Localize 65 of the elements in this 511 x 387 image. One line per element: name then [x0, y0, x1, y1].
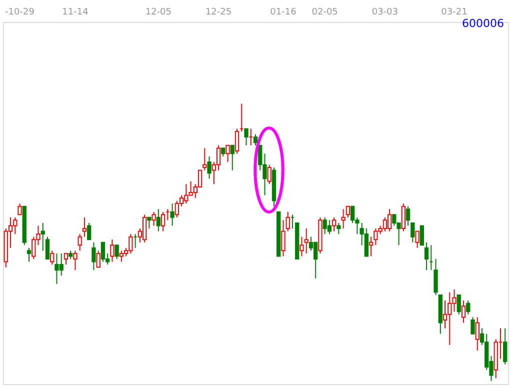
- candlestick: [300, 236, 304, 257]
- candlestick: [475, 316, 480, 351]
- candlestick: [346, 206, 350, 218]
- chart-title: 600006: [462, 17, 504, 30]
- candlestick: [50, 250, 54, 266]
- candlestick: [96, 250, 100, 268]
- candlestick: [281, 220, 286, 257]
- candlestick: [267, 164, 272, 185]
- candlestick: [170, 203, 174, 226]
- candlestick: [442, 300, 448, 329]
- candlestick: [110, 239, 114, 262]
- candlestick: [461, 300, 466, 324]
- candlestick: [327, 220, 332, 235]
- candlestick: [406, 206, 410, 226]
- candlestick: [401, 203, 406, 232]
- candlestick: [286, 211, 290, 232]
- x-tick-label: 12-25: [205, 8, 232, 18]
- candlestick: [368, 236, 374, 257]
- candlestick: [216, 144, 221, 171]
- candlestick: [234, 128, 240, 154]
- candlestick: [336, 222, 341, 235]
- candlestick: [92, 242, 96, 271]
- candlestick: [40, 222, 45, 252]
- x-tick-label: 03-21: [441, 8, 468, 18]
- candlestick: [64, 252, 68, 266]
- candlestick: [503, 328, 508, 365]
- x-tick-label: 12-05: [145, 8, 172, 18]
- candlestick: [424, 242, 429, 271]
- candlestick: [82, 216, 87, 238]
- candlestick: [456, 294, 461, 315]
- candlestick: [332, 216, 336, 232]
- candlestick: [114, 244, 119, 260]
- candlestick: [26, 247, 32, 262]
- candlestick: [147, 216, 152, 229]
- x-tick-label: 02-05: [312, 8, 338, 18]
- candlestick: [470, 316, 475, 334]
- candlestick: [45, 236, 50, 260]
- candlestick: [304, 228, 308, 254]
- candlestick: [341, 208, 346, 229]
- candlestick: [466, 300, 470, 315]
- candlestick: [100, 242, 106, 262]
- candlestick: [152, 211, 156, 226]
- candlestick: [230, 144, 234, 171]
- x-tick-label: -10-29: [5, 8, 35, 18]
- candlestick: [78, 234, 82, 252]
- candlestick: [87, 222, 92, 240]
- candlestick: [415, 230, 420, 248]
- candlestick: [202, 148, 207, 171]
- candlestick: [244, 128, 248, 146]
- x-tick-label: 01-16: [270, 8, 297, 18]
- candlestick: [73, 250, 78, 271]
- candlestick: [420, 225, 424, 246]
- candlestick: [387, 208, 392, 232]
- x-tick-label: 11-14: [62, 8, 89, 18]
- candlestick: [253, 134, 258, 146]
- candlestick: [226, 144, 230, 162]
- candlestick: [18, 203, 22, 216]
- candlestick: [410, 222, 415, 243]
- candlestick: [160, 211, 166, 232]
- candlestick: [434, 258, 438, 296]
- candlestick: [156, 208, 160, 232]
- candlestick: [119, 250, 124, 262]
- x-tick-label: 03-03: [372, 8, 398, 18]
- candlestick: [207, 156, 212, 180]
- candlestick: [142, 214, 147, 243]
